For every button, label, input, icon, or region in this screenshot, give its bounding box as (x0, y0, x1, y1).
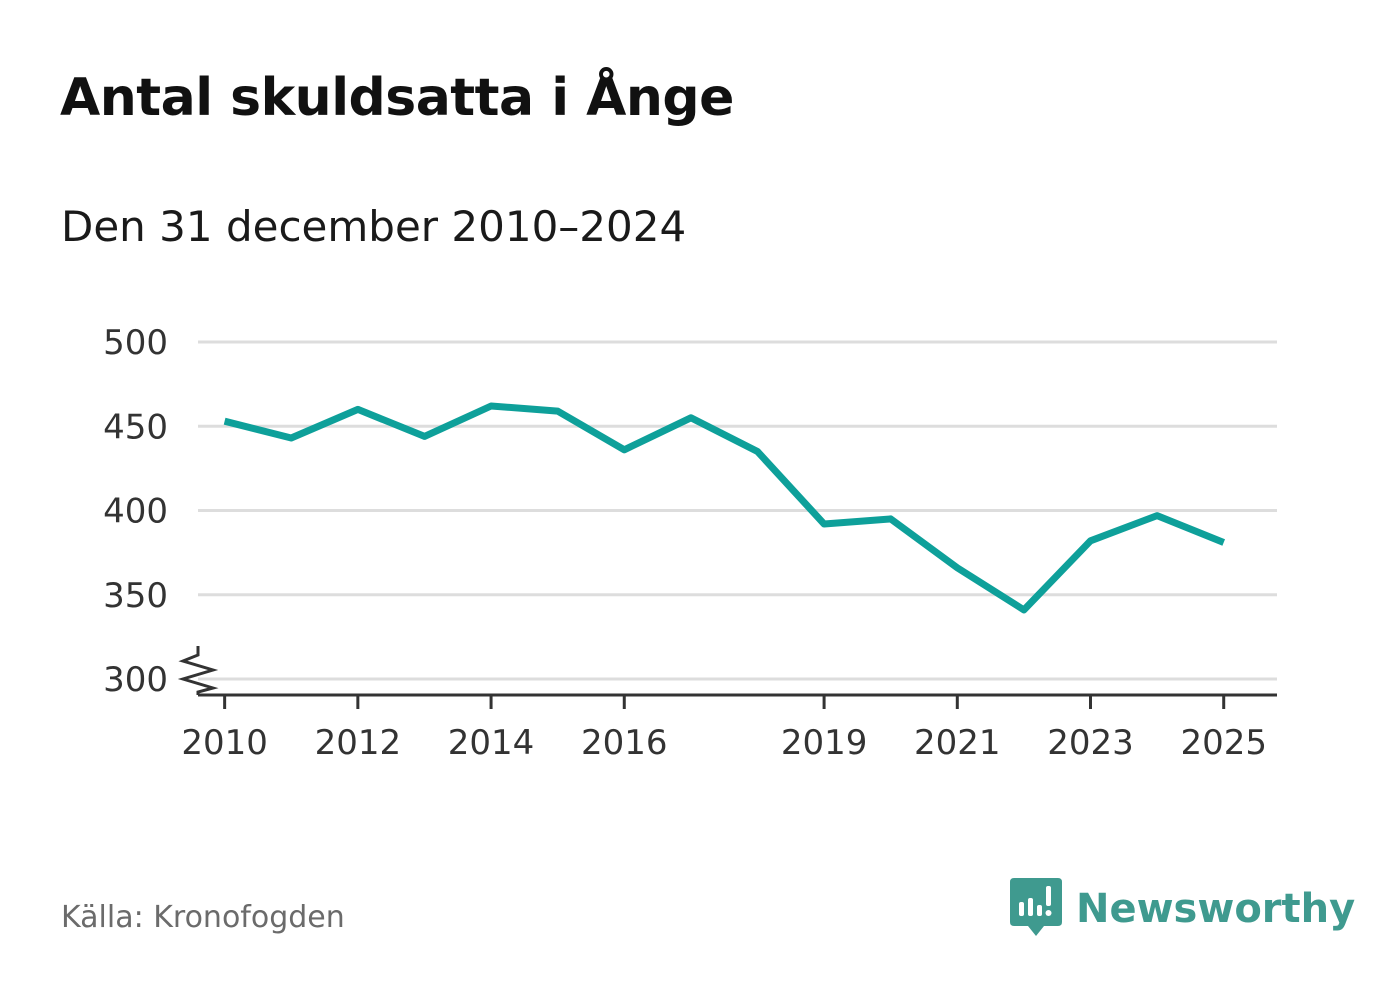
data-point-2023 (1087, 537, 1094, 544)
data-point-2013 (421, 433, 428, 440)
x-tick-label-2010: 2010 (181, 723, 268, 763)
brand-name: Newsworthy (1076, 886, 1356, 932)
data-point-2017 (687, 414, 694, 421)
data-point-2021 (954, 564, 961, 571)
x-tick-label-2014: 2014 (448, 723, 535, 763)
data-point-2015 (554, 408, 561, 415)
x-tick-label-2019: 2019 (781, 723, 868, 763)
data-point-2010 (221, 418, 228, 425)
data-point-2020 (887, 515, 894, 522)
data-point-2011 (288, 435, 295, 442)
y-tick-label-300: 300 (103, 660, 168, 700)
source-note: Källa: Kronofogden (61, 900, 345, 935)
chart-title: Antal skuldsatta i Ånge (60, 68, 734, 128)
x-tick-label-2012: 2012 (315, 723, 402, 763)
x-tick-label-2025: 2025 (1180, 723, 1267, 763)
gridlines (198, 340, 1277, 681)
series-layer (221, 402, 1227, 614)
y-tick-label-400: 400 (103, 492, 168, 532)
x-tick-label-2023: 2023 (1047, 723, 1134, 763)
x-tick-label-2021: 2021 (914, 723, 1001, 763)
data-point-2016 (621, 446, 628, 453)
y-tick-labels: 300 350 400 450 500 (103, 323, 168, 700)
data-point-2012 (354, 406, 361, 413)
newsworthy-logo-icon (1010, 878, 1062, 936)
y-axis-break (177, 646, 219, 695)
brand-logo[interactable]: Newsworthy (1010, 878, 1355, 940)
chart-subtitle: Den 31 december 2010–2024 (61, 202, 687, 251)
line-chart: 300 350 400 450 500 2010 2012 2014 2016 2019 2021… (103, 323, 1277, 763)
y-tick-label-350: 350 (103, 576, 168, 616)
data-point-2022 (1020, 606, 1027, 613)
x-tick-labels: 2010 2012 2014 2016 2019 2021 2023 2025 (181, 723, 1267, 763)
y-tick-label-500: 500 (103, 323, 168, 363)
series-line-0 (223, 402, 1226, 614)
axes (177, 646, 1277, 709)
data-point-2025 (1220, 539, 1227, 546)
data-point-2018 (754, 448, 761, 455)
data-point-2014 (488, 403, 495, 410)
data-point-2019 (821, 520, 828, 527)
x-tick-label-2016: 2016 (581, 723, 668, 763)
y-tick-label-450: 450 (103, 407, 168, 447)
data-point-2024 (1154, 512, 1161, 519)
